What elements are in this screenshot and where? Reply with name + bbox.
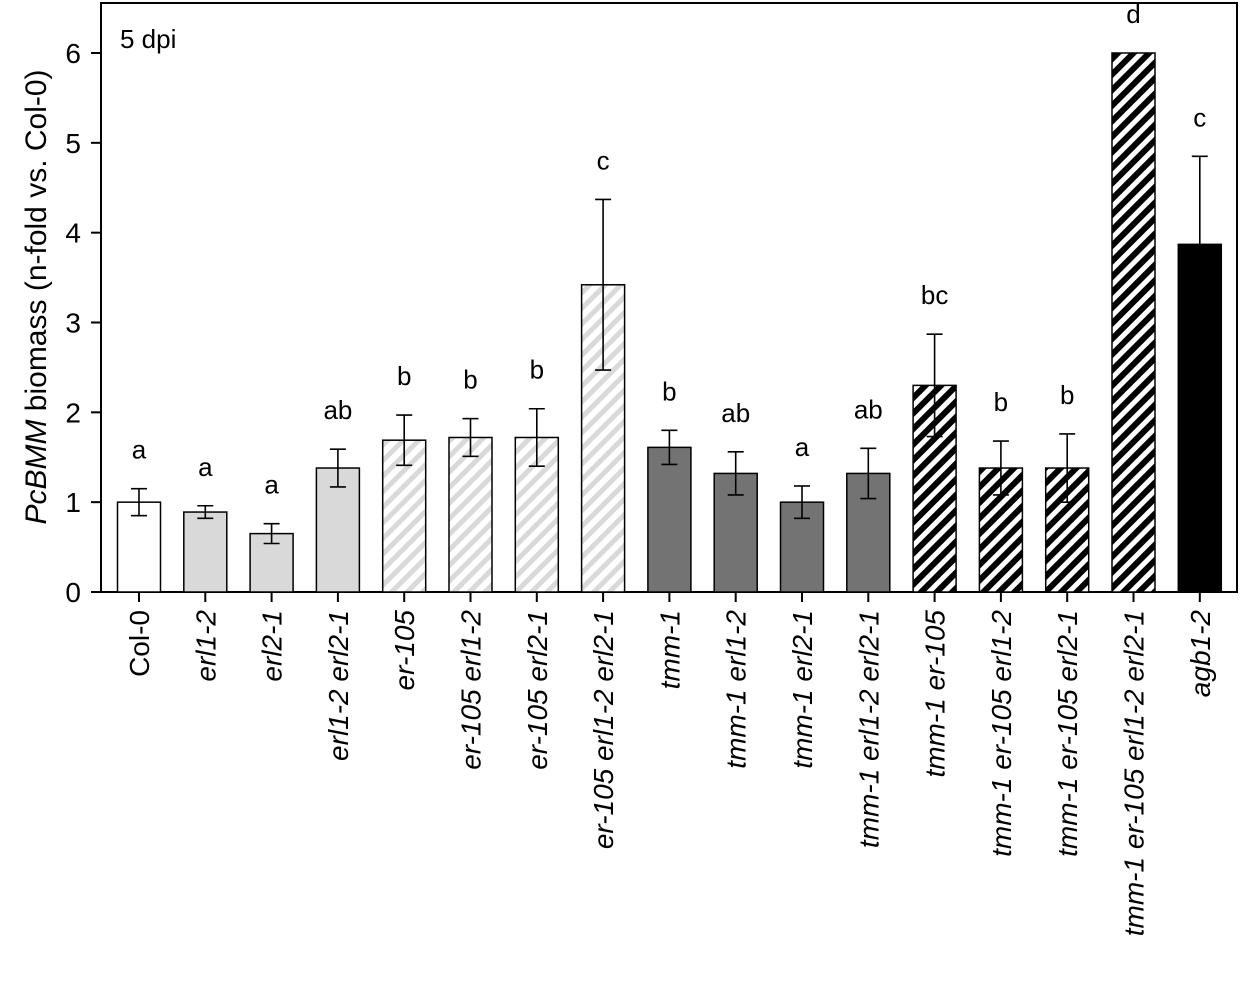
significance-label: a bbox=[198, 452, 213, 482]
x-tick-label: er-105 erl1-2 erl2-1 bbox=[588, 610, 619, 849]
x-tick-label: tmm-1 erl2-1 bbox=[787, 610, 818, 769]
x-tick-label: Col-0 bbox=[124, 610, 155, 677]
significance-label: a bbox=[795, 432, 810, 462]
x-tick-label: tmm-1 erl1-2 bbox=[721, 610, 752, 769]
significance-label: b bbox=[530, 355, 544, 385]
bar bbox=[183, 511, 228, 593]
y-tick-label: 4 bbox=[65, 218, 81, 249]
y-tick-label: 5 bbox=[65, 128, 81, 159]
y-tick-label: 3 bbox=[65, 308, 81, 339]
significance-label: ab bbox=[854, 394, 883, 424]
x-tick-label: er-105 erl1-2 bbox=[456, 610, 487, 770]
significance-label: c bbox=[1193, 102, 1206, 132]
x-axis: Col-0 erl1-2 erl2-1 erl1-2 erl2-1 er-105 er-1… bbox=[124, 592, 1216, 936]
y-tick-label: 1 bbox=[65, 487, 81, 518]
significance-label: b bbox=[662, 376, 676, 406]
panel-annotation: 5 dpi bbox=[120, 24, 176, 54]
x-tick-label: tmm-1 bbox=[654, 610, 685, 689]
x-tick-label: er-105 bbox=[389, 610, 420, 691]
y-tick-label: 2 bbox=[65, 397, 81, 428]
significance-label: d bbox=[1126, 0, 1140, 29]
significance-label: c bbox=[597, 145, 610, 175]
y-tick-label: 6 bbox=[65, 38, 81, 69]
x-tick-label: er-105 erl2-1 bbox=[522, 610, 553, 770]
x-tick-label: tmm-1 er-105 erl1-2 bbox=[986, 610, 1017, 857]
bar bbox=[1111, 52, 1156, 593]
bar bbox=[647, 446, 692, 593]
significance-label: bc bbox=[921, 280, 948, 310]
bar bbox=[448, 436, 493, 593]
x-tick-label: erl1-2 erl2-1 bbox=[323, 610, 354, 761]
significance-label: a bbox=[132, 435, 147, 465]
significance-label: a bbox=[264, 470, 279, 500]
significance-label: b bbox=[1060, 380, 1074, 410]
significance-label: b bbox=[994, 387, 1008, 417]
significance-label: ab bbox=[323, 395, 352, 425]
x-tick-label: tmm-1 erl1-2 erl2-1 bbox=[853, 610, 884, 848]
x-tick-label: erl1-2 bbox=[190, 610, 221, 682]
significance-label: ab bbox=[721, 398, 750, 428]
significance-label: b bbox=[463, 365, 477, 395]
x-tick-label: tmm-1 er-105 bbox=[920, 610, 951, 778]
y-axis: 0 1 2 3 4 5 6 bbox=[65, 38, 101, 608]
x-tick-label: agb1-2 bbox=[1185, 610, 1216, 698]
y-axis-label: PcBMM biomass (n-fold vs. Col-0) bbox=[20, 69, 53, 524]
x-tick-label: tmm-1 er-105 erl1-2 erl2-1 bbox=[1119, 610, 1150, 936]
y-tick-label: 0 bbox=[65, 577, 81, 608]
significance-label: b bbox=[397, 361, 411, 391]
x-tick-label: tmm-1 er-105 erl2-1 bbox=[1052, 610, 1083, 857]
x-tick-label: erl2-1 bbox=[257, 610, 288, 682]
